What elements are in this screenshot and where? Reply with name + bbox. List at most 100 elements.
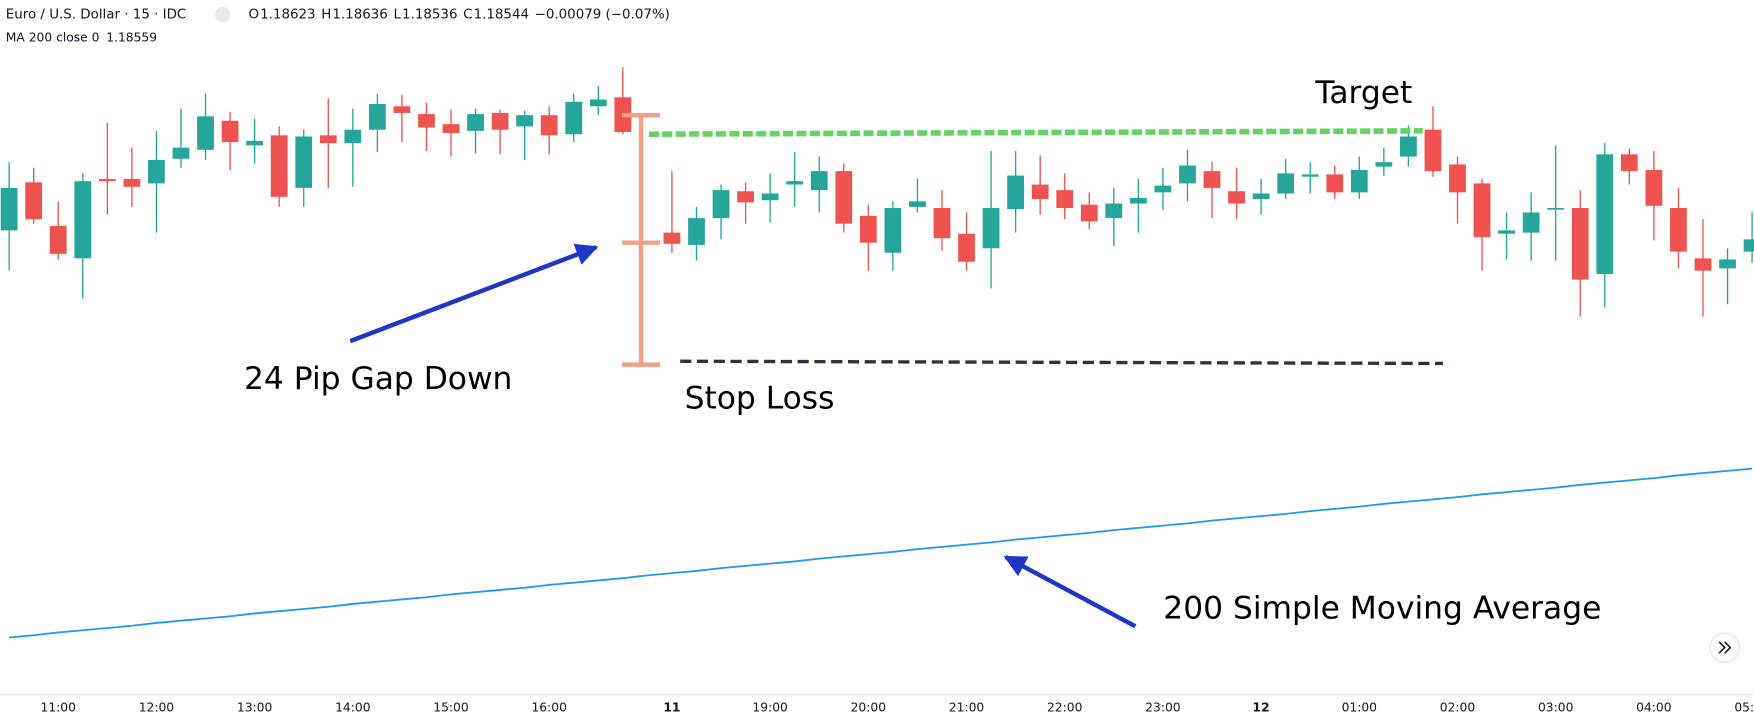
candle-body (958, 233, 975, 262)
scroll-icon (1718, 641, 1732, 654)
candle-body (393, 106, 411, 113)
candle-body (74, 181, 92, 259)
candle-body (197, 116, 214, 150)
candle-body (368, 104, 386, 130)
x-tick-label: 16:00 (531, 700, 566, 714)
target-line (648, 128, 1423, 138)
candle-body (786, 181, 804, 185)
ohlc-label: H (321, 8, 331, 23)
candle-body (270, 135, 288, 197)
candle-body (221, 120, 239, 143)
candle-body (712, 190, 730, 219)
candle-body (0, 187, 18, 231)
candle-body (1375, 162, 1393, 167)
candle-body (1031, 184, 1049, 200)
x-tick-label: 20:00 (851, 700, 886, 714)
candle-body (1473, 183, 1491, 238)
candle-body (1400, 136, 1417, 157)
candle-body (1179, 165, 1196, 184)
candle-body (933, 208, 951, 239)
gap-arrow (349, 243, 599, 344)
x-tick-label: 01:00 (1342, 700, 1377, 714)
candle-body (1277, 173, 1295, 194)
x-tick-label: 14:00 (335, 700, 370, 714)
candle-body (516, 115, 534, 127)
ohlc-value: 1.18544 (474, 8, 529, 23)
candle-body (1522, 212, 1540, 233)
candle-body (1129, 197, 1147, 204)
x-tick-label: 12:00 (139, 700, 174, 714)
annotation: 24 Pip Gap Down (244, 361, 512, 397)
candle-body (98, 178, 116, 182)
candle-body (418, 114, 435, 128)
candle-body (442, 124, 460, 134)
x-tick-label: 05:00 (1734, 700, 1754, 714)
candle-body (737, 191, 754, 203)
candle-body (1228, 191, 1245, 204)
candle-body (810, 171, 828, 191)
candle-body (663, 232, 681, 244)
candle-body (565, 101, 583, 135)
ohlc-label: O (248, 8, 259, 23)
x-tick-label: 21:00 (949, 700, 984, 714)
candle-body (688, 218, 705, 245)
ohlc-label: C (463, 8, 472, 23)
candle-body (1571, 208, 1589, 280)
candle-body (491, 112, 509, 130)
candle-body (246, 140, 264, 146)
candle-body (1670, 208, 1687, 252)
candle-body (1645, 169, 1663, 206)
candle-body (835, 171, 853, 224)
candle-body (1424, 129, 1442, 172)
candle-body (1203, 171, 1221, 188)
candle-body (1007, 175, 1025, 210)
candle-body (982, 208, 1000, 249)
candle-body (1498, 230, 1515, 234)
candle-body (25, 182, 43, 220)
candle-body (319, 135, 337, 144)
x-tick-label: 03:00 (1538, 700, 1573, 714)
candle-body (344, 129, 362, 144)
x-tick-label: 02:00 (1440, 700, 1475, 714)
candle-body (148, 159, 165, 184)
x-tick-label: 13:00 (237, 700, 272, 714)
ohlc-label: L (393, 8, 401, 23)
candle-body (761, 193, 779, 201)
candle-body (1252, 193, 1270, 200)
x-tick-label: 11 (663, 700, 680, 714)
candle-body (1350, 169, 1368, 193)
candle-body (172, 147, 190, 159)
settings-icon[interactable] (214, 6, 231, 23)
x-tick-label: 15:00 (433, 700, 468, 714)
candle-body (49, 225, 67, 254)
candle-body (1056, 190, 1074, 209)
candle-body (589, 99, 607, 107)
ohlc-value: 1.18536 (402, 8, 457, 23)
candle-body (884, 208, 902, 253)
candle-body (1301, 174, 1319, 177)
candle-body (909, 201, 926, 207)
x-tick-label: 12 (1253, 700, 1270, 714)
candle-body (1620, 154, 1638, 172)
ma-arrow (1003, 554, 1137, 629)
annotation: 200 Simple Moving Average (1163, 591, 1601, 627)
candle-body (123, 178, 141, 187)
candle-body (1326, 174, 1344, 193)
candle-body (859, 215, 877, 243)
x-tick-label: 19:00 (752, 700, 787, 714)
candle-body (467, 114, 484, 131)
candle-body (1694, 258, 1712, 271)
x-tick-label: 22:00 (1047, 700, 1082, 714)
candle-body (1080, 204, 1098, 222)
ma-line (9, 467, 1753, 639)
candle-body (1596, 154, 1614, 275)
ohlc-value: 1.18636 (332, 8, 387, 23)
symbol-title: Euro / U.S. Dollar · 15 · IDC (6, 8, 187, 23)
candle-body (1719, 259, 1736, 269)
candle-body (1105, 203, 1123, 219)
stop-loss-line (680, 359, 1443, 366)
ma-legend-name: MA 200 close 0 (6, 31, 100, 45)
ohlc-value: 1.18623 (260, 8, 315, 23)
